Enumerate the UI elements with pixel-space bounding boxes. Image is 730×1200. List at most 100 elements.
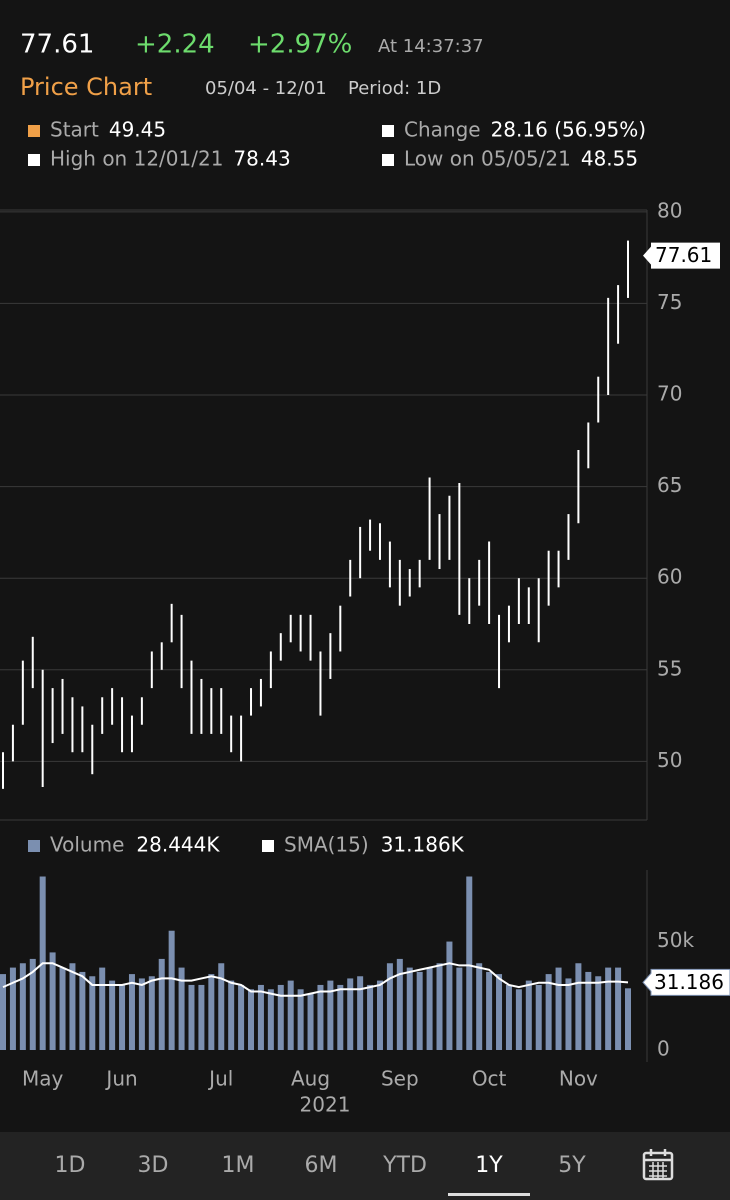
volume-bar [605,967,612,1050]
volume-bar [128,974,135,1050]
volume-bar [228,980,235,1050]
volume-bar [218,963,225,1050]
volume-bar [9,967,16,1050]
volume-bar [19,963,26,1050]
volume-bar [595,976,602,1050]
legend-label: Low on 05/05/21 [404,147,571,171]
x-tick-label: Oct [472,1067,507,1091]
legend-label: SMA(15) [284,833,369,857]
volume-bar [426,967,433,1050]
volume-bar [277,984,284,1050]
volume-bar [535,984,542,1050]
volume-bar [148,976,155,1050]
volume-bar [505,984,512,1050]
volume-bar [119,984,126,1050]
calendar-icon[interactable] [642,1149,674,1181]
legend-value: 31.186K [381,833,465,857]
legend-swatch [28,840,40,852]
volume-bar [496,974,503,1050]
volume-bar [347,978,354,1050]
legend-value: 49.45 [109,118,166,142]
date-range: 05/04 - 12/01 [205,78,327,99]
period-tab[interactable]: 1D [55,1153,86,1178]
volume-bar [59,967,66,1050]
volume-bar [29,958,36,1050]
y-tick-label: 55 [657,656,682,680]
y-tick-label: 50 [657,748,682,772]
y-tick-label: 70 [657,382,682,406]
period: Period: 1D [348,78,441,99]
legend-swatch [382,125,394,137]
volume-bar [238,984,245,1050]
y-tick-label: 0 [657,1037,670,1061]
volume-bar [406,967,413,1050]
volume-bar [158,958,165,1050]
x-tick-label: May [22,1067,64,1091]
sma-tag-label: 31.186 [654,970,724,994]
volume-bar [49,952,56,1050]
volume-bar [525,980,532,1050]
legend-swatch [28,154,40,166]
x-tick-label: Jul [207,1067,233,1091]
volume-bar [357,976,364,1050]
volume-bar [476,963,483,1050]
volume-bar [188,984,195,1050]
legend-value: 28.444K [136,833,220,857]
volume-bar [585,971,592,1050]
legend-label: High on 12/01/21 [50,147,223,171]
last-price: 77.61 [20,30,94,60]
calendar-grid [649,1162,667,1178]
volume-bar [69,963,76,1050]
y-tick-label: 50k [657,928,694,952]
volume-bar [327,980,334,1050]
volume-bar [257,984,264,1050]
period-tab[interactable]: 3D [138,1153,169,1178]
volume-bar [267,989,274,1050]
volume-bar [99,967,106,1050]
legend-swatch [262,840,274,852]
price-tag [643,242,720,269]
volume-bar [376,980,383,1050]
volume-bar [287,980,294,1050]
x-tick-label: Nov [559,1067,598,1091]
period-tab[interactable]: 1M [222,1153,255,1178]
volume-bar [208,974,215,1050]
volume-bar [545,974,552,1050]
volume-bar [0,974,6,1050]
volume-bar [456,967,463,1050]
volume-bar [396,958,403,1050]
legend-value: 28.16 (56.95%) [491,118,646,142]
tab-underline [448,1193,530,1196]
sma-tag [642,968,730,996]
volume-bar [575,963,582,1050]
calendar-frame [642,1151,674,1181]
volume-bar [625,988,631,1050]
period-tab[interactable]: 1Y [475,1153,503,1178]
period-tab[interactable]: 6M [305,1153,338,1178]
legend-label: Volume [50,833,124,857]
legend-swatch [28,125,40,137]
volume-bar [367,984,374,1050]
volume-bar [109,980,116,1050]
price-tag-label: 77.61 [655,243,712,267]
volume-bar [307,993,314,1050]
volume-bar [515,989,522,1050]
period-tab[interactable]: 5Y [558,1153,586,1178]
volume-bar [198,984,205,1050]
section-title: Price Chart [20,73,152,101]
volume-bar [168,930,175,1050]
sma-line [2,962,629,997]
legend-label: Start [50,118,99,142]
y-tick-label: 65 [657,473,682,497]
volume-bar [555,967,562,1050]
volume-bar [317,984,324,1050]
volume-bar [178,967,185,1050]
update-time: At 14:37:37 [378,36,484,57]
volume-bar [138,978,145,1050]
volume-bar [337,984,344,1050]
volume-bar [615,967,622,1050]
volume-bar [297,989,304,1050]
period-tab[interactable]: YTD [382,1153,427,1178]
legend-value: 78.43 [233,147,290,171]
